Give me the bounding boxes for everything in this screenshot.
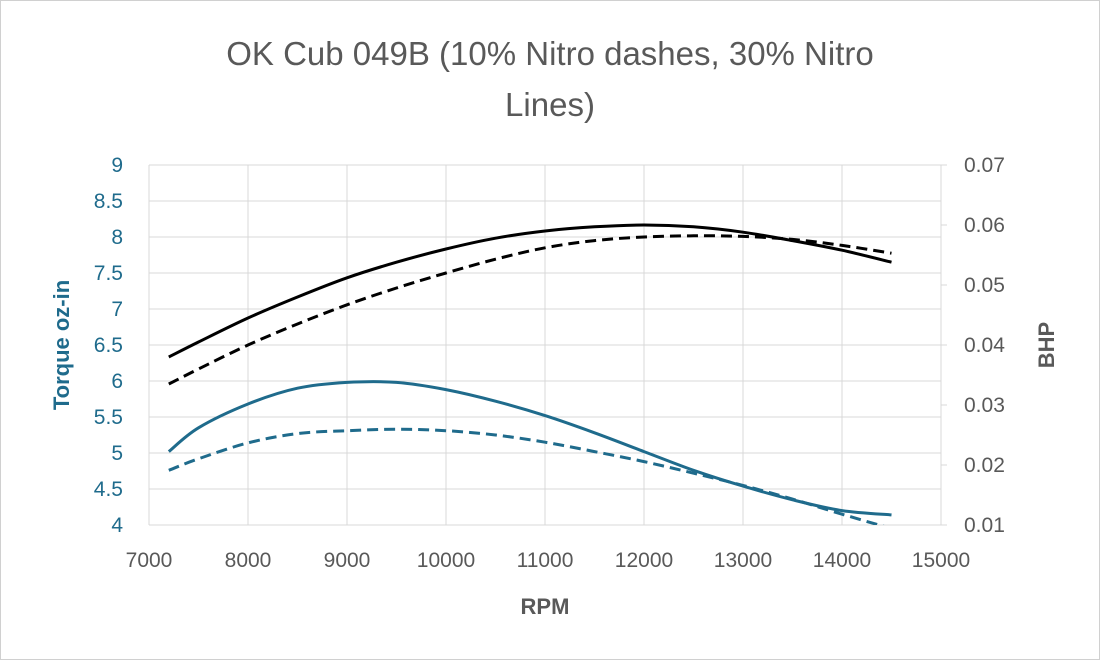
- y-left-tick-label: 4.5: [94, 478, 123, 501]
- x-tick-label: 8000: [225, 549, 272, 572]
- x-tick-label: 9000: [324, 549, 371, 572]
- torque-30-nitro-solid-line: [167, 380, 892, 517]
- x-tick-label: 14000: [813, 549, 871, 572]
- y-right-tick-label: 0.04: [964, 334, 1005, 357]
- x-tick-label: 11000: [517, 549, 574, 572]
- y-right-tick-label: 0.01: [964, 514, 1005, 537]
- y-left-tick-label: 8: [111, 226, 123, 249]
- chart-title-line-2: Lines): [505, 86, 595, 123]
- y-right-tick-label: 0.03: [964, 394, 1005, 417]
- y-left-tick-label: 7: [111, 298, 123, 321]
- x-tick-label: 7000: [126, 549, 173, 572]
- x-tick-label: 13000: [714, 549, 772, 572]
- x-tick-label: 10000: [417, 549, 475, 572]
- gridlines: [148, 164, 947, 526]
- y-left-tick-label: 7.5: [94, 262, 123, 285]
- y-left-tick-label: 8.5: [94, 190, 123, 213]
- bhp-30-nitro-solid-line: [168, 223, 892, 359]
- x-axis-title: RPM: [521, 594, 570, 619]
- y-left-tick-label: 4: [111, 514, 123, 537]
- series-lines: [167, 223, 892, 525]
- y-axis-left-title: Torque oz-in: [49, 280, 74, 410]
- y-right-tick-label: 0.06: [964, 214, 1005, 237]
- x-tick-label: 15000: [912, 549, 970, 572]
- y-left-tick-label: 6.5: [94, 334, 123, 357]
- y-axis-right-title: BHP: [1034, 322, 1059, 368]
- y-left-tick-label: 5: [111, 442, 123, 465]
- torque-10-nitro-dashed-line: [168, 427, 885, 525]
- y-left-tick-label: 9: [111, 154, 123, 177]
- tick-labels: 4 4.5 5 5.5 6 6.5 7 7.5 8 8.5 9 7000 8000 9000 10000 11…: [94, 154, 1005, 572]
- y-right-tick-label: 0.07: [964, 154, 1005, 177]
- y-left-tick-label: 6: [111, 370, 123, 393]
- chart-title-line-1: OK Cub 049B (10% Nitro dashes, 30% Nitro: [226, 35, 873, 72]
- x-tick-label: 12000: [615, 549, 673, 572]
- y-left-tick-label: 5.5: [94, 406, 123, 429]
- y-right-tick-label: 0.02: [964, 454, 1005, 477]
- bhp-10-nitro-dashed-line: [168, 234, 892, 386]
- y-right-tick-label: 0.05: [964, 274, 1005, 297]
